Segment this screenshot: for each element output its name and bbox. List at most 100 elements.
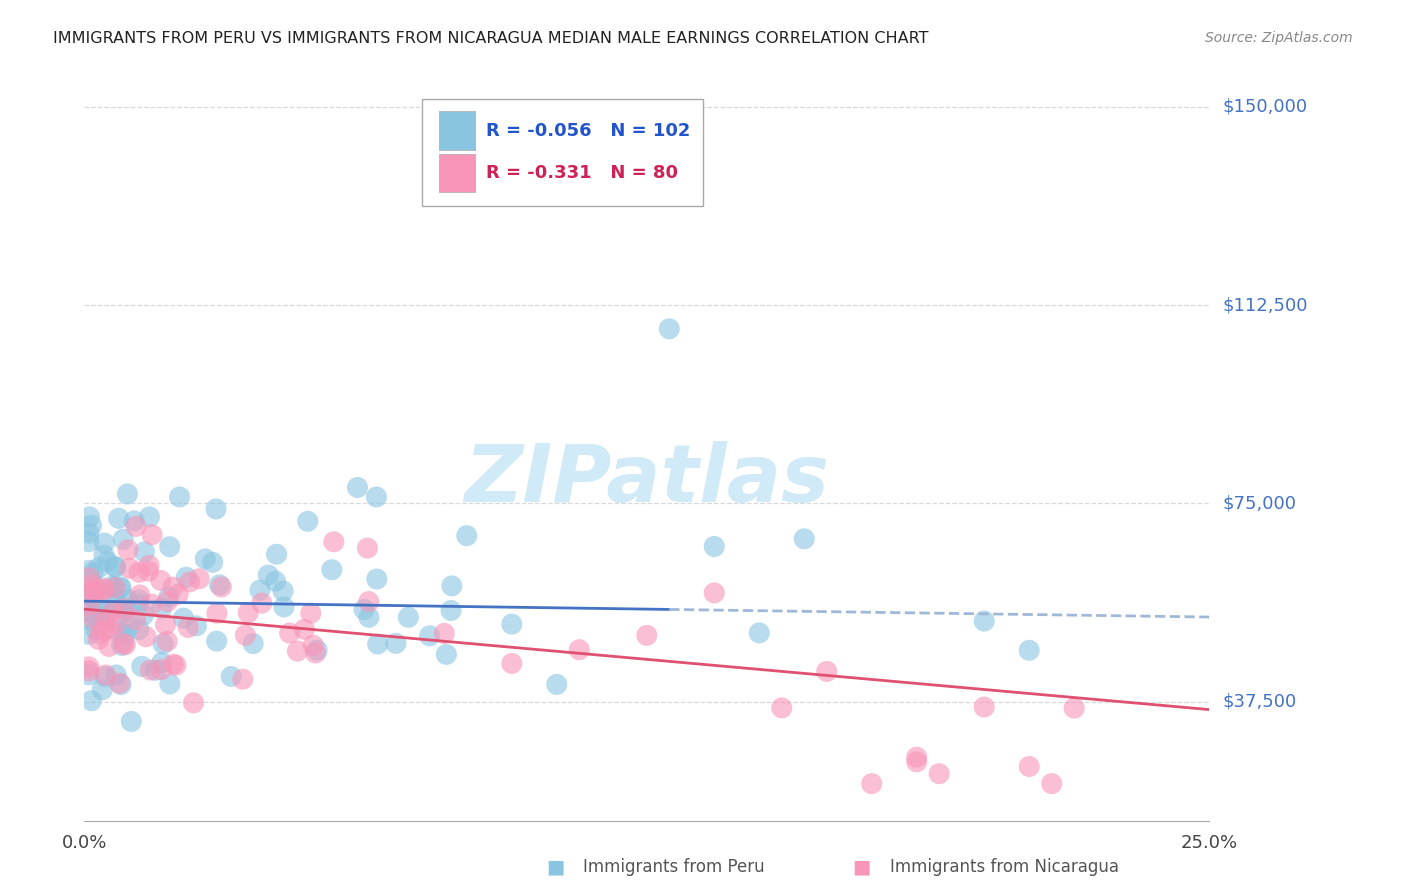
Point: [82, 566, 104, 580]
Point: [141, 527, 163, 541]
Point: [132, 607, 155, 622]
Point: [278, 626, 301, 640]
Point: [150, 601, 173, 615]
Point: [83, 577, 105, 591]
Point: [928, 766, 950, 780]
Point: [179, 574, 201, 589]
Point: [434, 648, 457, 662]
Point: [108, 624, 131, 638]
Point: [703, 540, 725, 554]
Point: [273, 599, 295, 614]
Text: R = -0.331   N = 80: R = -0.331 N = 80: [486, 164, 678, 182]
Point: [80, 578, 103, 592]
Point: [232, 672, 254, 686]
Point: [93, 536, 115, 550]
Point: [80, 694, 103, 708]
Point: [346, 480, 368, 494]
FancyBboxPatch shape: [422, 99, 703, 206]
Point: [287, 644, 309, 658]
Point: [77, 667, 100, 681]
Point: [205, 606, 228, 620]
Point: [219, 669, 242, 683]
Point: [117, 542, 139, 557]
Point: [419, 629, 441, 643]
Point: [80, 518, 103, 533]
Text: Immigrants from Peru: Immigrants from Peru: [583, 858, 765, 876]
Point: [636, 628, 658, 642]
Point: [860, 776, 883, 791]
Point: [91, 682, 114, 697]
Point: [1040, 776, 1063, 791]
Point: [167, 587, 190, 601]
Point: [155, 617, 177, 632]
Point: [172, 611, 194, 625]
Point: [107, 511, 129, 525]
Point: [367, 637, 389, 651]
Point: [94, 670, 117, 684]
Point: [1063, 701, 1085, 715]
Point: [93, 624, 115, 638]
Point: [176, 570, 198, 584]
Point: [186, 619, 208, 633]
Point: [103, 580, 125, 594]
Point: [793, 532, 815, 546]
Point: [108, 676, 131, 690]
Point: [118, 619, 141, 633]
Point: [201, 555, 224, 569]
Point: [141, 597, 163, 611]
Point: [77, 612, 100, 626]
Point: [125, 519, 148, 533]
Point: [770, 701, 793, 715]
Point: [104, 560, 127, 574]
FancyBboxPatch shape: [439, 153, 475, 192]
Point: [77, 534, 100, 549]
Point: [205, 634, 228, 648]
Point: [150, 656, 173, 670]
Point: [242, 636, 264, 650]
Point: [104, 559, 127, 574]
Point: [128, 623, 150, 637]
Point: [385, 636, 408, 650]
Point: [82, 583, 104, 598]
Point: [177, 620, 200, 634]
Point: [157, 590, 180, 604]
Point: [84, 582, 107, 597]
Point: [143, 663, 166, 677]
Point: [209, 580, 232, 594]
Point: [905, 750, 928, 764]
Point: [128, 588, 150, 602]
Point: [1018, 759, 1040, 773]
Text: Source: ZipAtlas.com: Source: ZipAtlas.com: [1205, 31, 1353, 45]
Point: [250, 596, 273, 610]
Point: [815, 665, 838, 679]
Point: [87, 560, 110, 574]
Point: [122, 514, 145, 528]
Point: [266, 547, 288, 561]
Point: [100, 579, 122, 593]
Point: [150, 663, 173, 677]
Point: [84, 585, 107, 599]
Point: [302, 638, 325, 652]
Point: [264, 574, 287, 589]
Point: [111, 639, 134, 653]
Point: [304, 646, 326, 660]
Point: [271, 584, 294, 599]
Text: R = -0.056   N = 102: R = -0.056 N = 102: [486, 121, 690, 140]
Point: [156, 634, 179, 648]
Point: [159, 540, 181, 554]
Point: [162, 657, 184, 672]
Point: [112, 605, 135, 619]
Text: Immigrants from Nicaragua: Immigrants from Nicaragua: [890, 858, 1119, 876]
Point: [105, 598, 128, 612]
Text: IMMIGRANTS FROM PERU VS IMMIGRANTS FROM NICARAGUA MEDIAN MALE EARNINGS CORRELATI: IMMIGRANTS FROM PERU VS IMMIGRANTS FROM …: [53, 31, 929, 46]
Point: [208, 578, 231, 592]
Point: [703, 586, 725, 600]
Point: [114, 638, 136, 652]
Point: [97, 555, 120, 569]
Point: [110, 677, 132, 691]
Point: [307, 643, 329, 657]
Point: [110, 581, 132, 595]
Point: [94, 603, 117, 617]
Point: [93, 582, 115, 596]
Point: [77, 563, 100, 577]
